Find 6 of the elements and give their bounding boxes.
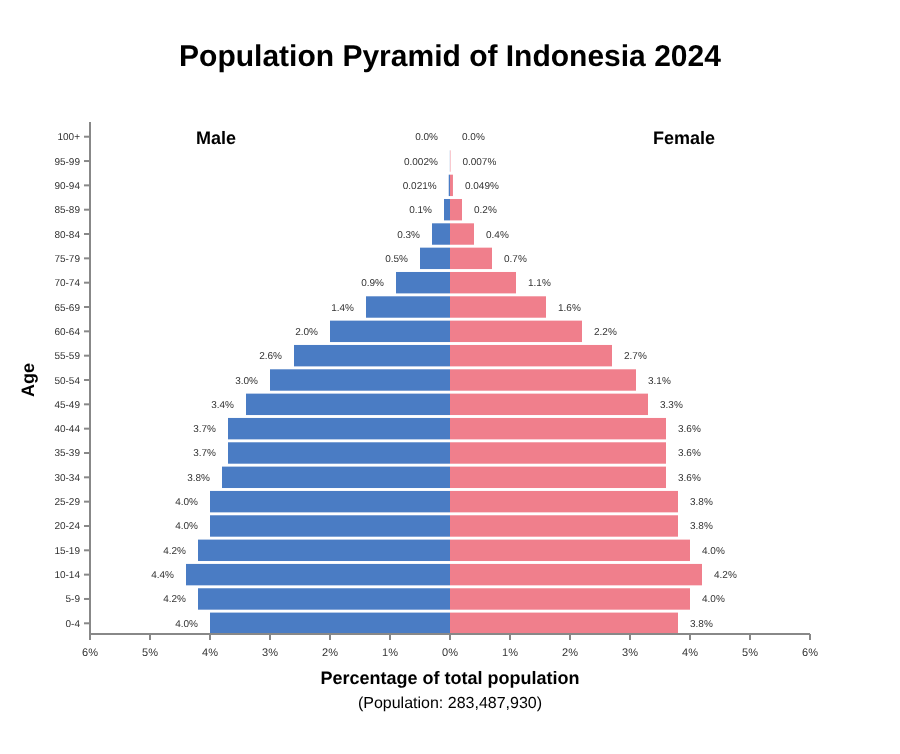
chart-subtitle: Male xyxy=(195,128,237,148)
y-axis-title: Age xyxy=(18,362,38,398)
x-axis-title: Percentage of total population xyxy=(320,668,580,688)
chart-title: Population Pyramid of Indonesia 2024 xyxy=(179,40,723,74)
chart-subtitle: Female xyxy=(652,128,716,148)
text: (Population: 283,487,930) xyxy=(357,694,543,712)
